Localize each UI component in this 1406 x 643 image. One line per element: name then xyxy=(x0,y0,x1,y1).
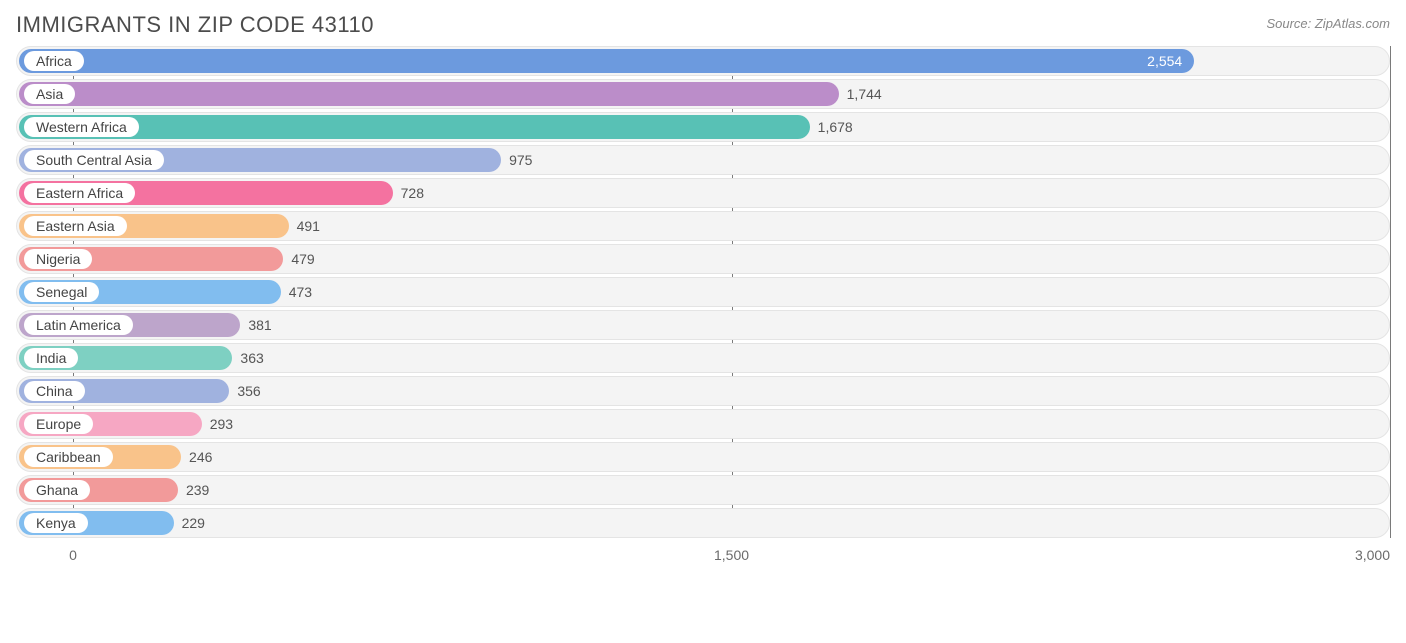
bar-category-label: Caribbean xyxy=(24,447,113,467)
bar-row: Kenya 229 xyxy=(16,508,1390,538)
bar-row: Caribbean 246 xyxy=(16,442,1390,472)
bar-row: Asia 1,744 xyxy=(16,79,1390,109)
chart-source: Source: ZipAtlas.com xyxy=(1266,16,1390,31)
bar-category-label: Nigeria xyxy=(24,249,92,269)
x-tick: 0 xyxy=(69,547,77,563)
x-axis: 0 1,500 3,000 xyxy=(16,545,1390,569)
bar-category-label: Senegal xyxy=(24,282,99,302)
bar-value-label: 356 xyxy=(237,383,260,399)
bar-category-label: Kenya xyxy=(24,513,88,533)
bar-track xyxy=(16,442,1390,472)
chart-plot: Africa 2,554 Asia 1,744 Western Africa 1,678 S… xyxy=(16,46,1390,538)
x-tick: 1,500 xyxy=(714,547,749,563)
bar-row: Senegal 473 xyxy=(16,277,1390,307)
bar-category-label: Asia xyxy=(24,84,75,104)
bar-row: Europe 293 xyxy=(16,409,1390,439)
bar-row: China 356 xyxy=(16,376,1390,406)
x-tick: 3,000 xyxy=(1355,547,1390,563)
bar-value-label: 229 xyxy=(182,515,205,531)
chart-area: Africa 2,554 Asia 1,744 Western Africa 1,678 S… xyxy=(16,46,1390,569)
bar-track xyxy=(16,508,1390,538)
chart-title: IMMIGRANTS IN ZIP CODE 43110 xyxy=(16,12,374,38)
bar-value-label: 363 xyxy=(240,350,263,366)
bar-value-label: 491 xyxy=(297,218,320,234)
bar-category-label: Western Africa xyxy=(24,117,139,137)
bar xyxy=(19,82,839,106)
bar-category-label: Ghana xyxy=(24,480,90,500)
bar-row: India 363 xyxy=(16,343,1390,373)
bar-value-label: 479 xyxy=(291,251,314,267)
bar-value-label: 239 xyxy=(186,482,209,498)
bar-value-label: 728 xyxy=(401,185,424,201)
chart-rows: Africa 2,554 Asia 1,744 Western Africa 1,678 S… xyxy=(16,46,1390,538)
bar-row: Ghana 239 xyxy=(16,475,1390,505)
bar-category-label: Latin America xyxy=(24,315,133,335)
bar-category-label: India xyxy=(24,348,78,368)
bar-category-label: Eastern Asia xyxy=(24,216,127,236)
bar-row: Eastern Africa 728 xyxy=(16,178,1390,208)
bar-value-label: 473 xyxy=(289,284,312,300)
gridline xyxy=(1390,46,1391,538)
bar-value-label: 246 xyxy=(189,449,212,465)
bar-value-label: 1,744 xyxy=(847,86,882,102)
bar-category-label: Europe xyxy=(24,414,93,434)
bar-value-label: 1,678 xyxy=(818,119,853,135)
bar-row: Latin America 381 xyxy=(16,310,1390,340)
bar-row: South Central Asia 975 xyxy=(16,145,1390,175)
bar-row: Western Africa 1,678 xyxy=(16,112,1390,142)
bar-category-label: China xyxy=(24,381,85,401)
bar-value-label: 975 xyxy=(509,152,532,168)
bar-track xyxy=(16,475,1390,505)
bar-value-label: 2,554 xyxy=(1147,53,1182,69)
bar-row: Africa 2,554 xyxy=(16,46,1390,76)
bar-value-label: 293 xyxy=(210,416,233,432)
bar-category-label: South Central Asia xyxy=(24,150,164,170)
bar-category-label: Africa xyxy=(24,51,84,71)
bar-row: Eastern Asia 491 xyxy=(16,211,1390,241)
bar-value-label: 381 xyxy=(248,317,271,333)
bar xyxy=(19,49,1194,73)
bar-category-label: Eastern Africa xyxy=(24,183,135,203)
bar-row: Nigeria 479 xyxy=(16,244,1390,274)
